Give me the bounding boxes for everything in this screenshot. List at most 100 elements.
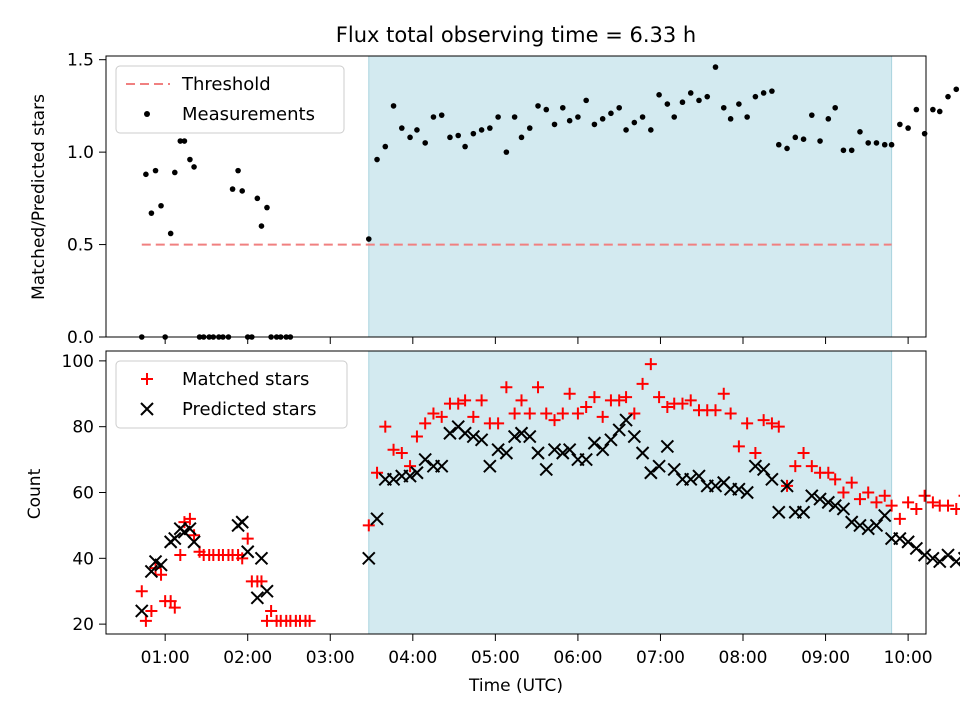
predicted-star-point: [135, 604, 149, 618]
measurement-point: [503, 149, 510, 155]
top-panel: 0.0 0.5 1.0 1.5 Matched/Predicted stars Thr…: [29, 51, 960, 348]
predicted-star-point: [765, 472, 779, 487]
matched-star-point: [918, 489, 931, 502]
matched-star-point: [404, 460, 417, 473]
predicted-star-point: [652, 459, 666, 473]
measurement-point: [470, 130, 477, 137]
predicted-star-point: [514, 426, 529, 440]
predicted-star-point: [612, 423, 626, 437]
matched-star-point: [410, 430, 423, 443]
measurement-point: [575, 114, 581, 120]
measurement-point: [430, 114, 437, 120]
predicted-star-point: [635, 446, 650, 460]
predicted-star-point: [362, 551, 376, 566]
measurement-point: [905, 125, 911, 131]
measurement-point: [825, 116, 832, 122]
bottom-ytick-label: 100: [62, 352, 94, 372]
predicted-star-point: [941, 548, 955, 562]
measurement-point: [784, 145, 790, 152]
bottom-ytick-label: 60: [72, 484, 94, 504]
predicted-star-point: [466, 429, 481, 444]
chart-title: Flux total observing time = 6.33 h: [336, 23, 696, 47]
matched-star-point: [676, 397, 689, 410]
matched-star-point: [661, 400, 674, 413]
measurement-point: [953, 86, 960, 93]
predicted-star-point: [474, 433, 489, 447]
predicted-star-point: [403, 469, 417, 483]
matched-star-point: [878, 489, 891, 502]
measurement-point: [399, 125, 405, 131]
matched-star-point: [475, 394, 488, 407]
measurement-point: [712, 64, 719, 70]
matched-star-point: [548, 414, 561, 427]
bottom-ytick-label: 40: [72, 549, 94, 569]
bottom-xtick-label: 07:00: [636, 648, 685, 668]
matched-star-point: [452, 397, 465, 410]
matched-star-point: [870, 496, 883, 509]
measurement-point: [407, 134, 413, 141]
matched-star-point: [395, 447, 408, 460]
measurement-point: [930, 106, 936, 113]
measurement-point: [559, 104, 566, 111]
predicted-star-point: [909, 541, 924, 556]
matched-star-point: [571, 407, 584, 420]
measurement-point: [679, 99, 686, 106]
predicted-star-point: [418, 452, 432, 467]
matched-star-point: [135, 585, 148, 598]
bottom-xtick-label: 01:00: [141, 648, 190, 668]
top-legend: Threshold Measurements: [115, 65, 345, 134]
predicted-star-point: [828, 498, 842, 513]
shaded-region: [368, 55, 893, 338]
matched-star-point: [636, 377, 649, 390]
matched-star-point: [303, 614, 316, 627]
measurement-point: [744, 114, 750, 120]
measurement-point: [736, 101, 742, 107]
predicted-star-point: [933, 554, 947, 569]
predicted-star-point: [187, 535, 201, 549]
matched-star-point: [950, 502, 960, 515]
measurement-point: [720, 104, 727, 111]
measurement-point: [167, 230, 174, 237]
bottom-xtick-label: 05:00: [471, 648, 520, 668]
matched-star-point: [862, 486, 875, 499]
matched-star-point: [371, 466, 384, 479]
matched-star-point: [829, 473, 842, 486]
matched-star-point: [580, 400, 593, 413]
measurement-point: [235, 167, 241, 174]
measurement-point: [229, 186, 236, 192]
matched-star-point: [556, 407, 569, 420]
matched-star-point: [563, 387, 576, 400]
measurement-point: [414, 127, 420, 133]
matched-star-point: [620, 391, 633, 404]
measurement-point: [447, 134, 453, 141]
measurement-point: [687, 90, 694, 96]
measurement-point: [656, 92, 662, 98]
top-ytick-label: 1.0: [67, 143, 94, 163]
top-ytick-label: 1.5: [67, 51, 94, 71]
measurement-point: [704, 93, 711, 100]
matched-star-point: [435, 410, 448, 423]
measurement-point: [921, 130, 928, 137]
measurement-point: [455, 132, 462, 139]
measurement-point: [775, 141, 782, 148]
measurement-point: [913, 106, 920, 113]
measurement-point: [639, 114, 646, 120]
predicted-star-point: [556, 446, 570, 460]
bottom-xtick-label: 02:00: [223, 648, 272, 668]
predicted-star-point: [183, 521, 197, 536]
predicted-star-point: [250, 591, 265, 605]
measurement-point: [817, 138, 823, 144]
predicted-star-point: [386, 472, 401, 487]
measurement-point: [664, 101, 671, 107]
predicted-star-point: [587, 436, 602, 450]
measurement-point: [254, 195, 261, 202]
predicted-star-point: [562, 443, 577, 457]
matched-star-point: [757, 414, 770, 427]
measurement-point: [374, 156, 380, 163]
measurement-point: [809, 112, 815, 118]
legend-measurements-label: Measurements: [182, 104, 315, 125]
predicted-star-point: [491, 443, 505, 457]
matched-star-point: [732, 440, 745, 453]
matched-star-point: [515, 394, 528, 407]
